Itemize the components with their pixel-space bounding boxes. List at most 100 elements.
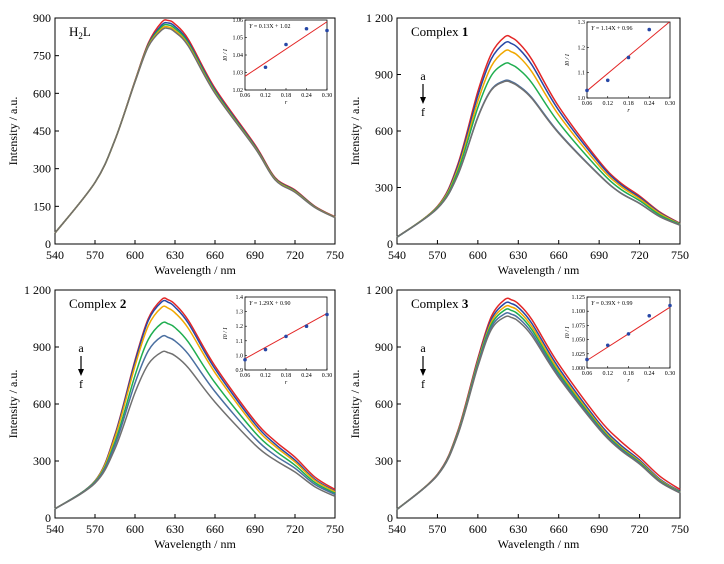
chart-panel-3: 540 570 600 630 660 690 720 750 0 300 600 900 1 200 W… [6,283,344,551]
inset-plot: 0.06 0.12 0.18 0.24 0.30 1.02 1.03 1.04 1.05 1.06… [223,18,332,106]
inset-y-tick-label: 1.2 [578,45,586,51]
inset-x-tick-label: 0.06 [240,373,251,379]
inset-y-tick-label: 1.1 [236,339,244,345]
inset-data-point [626,332,631,336]
arrow-head-icon [420,369,426,376]
inset-data-point [585,88,589,93]
inset-data-point [263,65,268,70]
inset-x-tick-label: 0.12 [603,101,614,107]
inset-data-point [325,312,329,317]
inset-x-tick-label: 0.30 [322,373,333,379]
inset-x-tick-label: 0.12 [260,373,271,379]
x-tick-label: 540 [388,248,406,262]
arrow-end-label: f [421,105,425,119]
x-tick-label: 630 [166,522,184,536]
chart-panel-2: 540 570 600 630 660 690 720 750 0 300 600 900 1 200 W… [348,11,689,277]
x-tick-label: 600 [126,522,144,536]
y-tick-label: 1 200 [24,283,51,297]
x-tick-label: 690 [590,522,608,536]
inset-y-label: I0 / I [223,48,229,62]
arrow-head-icon [78,369,84,376]
inset-y-tick-label: 1.05 [233,36,244,42]
inset-frame [586,21,671,99]
x-tick-label: 660 [206,522,224,536]
x-tick-label: 600 [126,248,144,262]
inset-data-point [647,313,652,318]
inset-y-tick-label: 1.0 [578,96,586,102]
inset-x-tick-label: 0.24 [644,101,655,107]
y-axis-label: Intensity / a.u. [6,97,20,166]
panel-label: Complex 1 [411,24,468,39]
x-tick-label: 600 [469,248,487,262]
y-tick-label: 600 [33,397,51,411]
inset-y-tick-label: 1.0 [236,353,244,359]
inset-plot: 0.06 0.12 0.18 0.24 0.30 1.000 1.025 1.050 1.075… [565,295,675,384]
inset-data-point [626,55,631,60]
x-tick-label: 540 [46,522,64,536]
x-tick-label: 630 [166,248,184,262]
x-tick-label: 720 [286,522,304,536]
inset-x-tick-label: 0.18 [281,93,292,99]
inset-x-tick-label: 0.12 [603,371,614,377]
inset-equation: Y = 1.29X + 0.90 [249,301,290,307]
series-line-3 [396,49,681,238]
inset-x-label: r [285,100,288,106]
inset-frame [244,296,328,371]
y-tick-label: 750 [33,49,51,63]
x-tick-label: 660 [550,248,568,262]
x-tick-label: 690 [590,248,608,262]
x-axis-label: Wavelength / nm [154,263,236,277]
inset-x-label: r [627,108,630,114]
inset-x-label: r [627,378,630,384]
inset-x-tick-label: 0.18 [281,373,292,379]
inset-data-point [585,357,589,362]
inset-y-tick-label: 0.9 [236,368,244,374]
x-tick-label: 750 [671,522,689,536]
inset-y-tick-label: 1.050 [572,338,586,344]
x-tick-label: 570 [86,248,104,262]
x-tick-label: 750 [326,248,344,262]
y-tick-label: 300 [375,454,393,468]
inset-data-point [243,357,247,362]
inset-y-tick-label: 1.04 [233,53,244,59]
inset-x-tick-label: 0.18 [623,371,634,377]
y-axis-label: Intensity / a.u. [6,370,20,439]
panel-label: Complex 2 [69,296,126,311]
arrow-end-label: f [421,377,425,391]
inset-fit-line [244,21,328,77]
inset-data-point [605,343,610,348]
inset-y-label: I0 / I [565,53,571,67]
y-tick-label: 300 [375,181,393,195]
series-line-5 [54,27,336,234]
x-tick-label: 540 [46,248,64,262]
y-tick-label: 1 200 [366,11,393,25]
inset-y-tick-label: 1.4 [236,295,244,301]
y-tick-label: 300 [33,162,51,176]
series-line-4 [396,62,681,238]
y-tick-label: 0 [45,511,51,525]
inset-y-tick-label: 1.075 [572,323,586,329]
x-tick-label: 570 [86,522,104,536]
y-tick-label: 300 [33,454,51,468]
x-tick-label: 750 [326,522,344,536]
y-tick-label: 900 [375,68,393,82]
y-tick-label: 900 [33,11,51,25]
arrow-start-label: a [78,341,84,355]
inset-y-tick-label: 1.000 [572,366,586,372]
inset-x-tick-label: 0.12 [260,93,271,99]
inset-data-point [304,26,309,31]
inset-equation: Y = 0.13X + 1.02 [249,24,290,30]
inset-x-label: r [285,380,288,386]
x-tick-label: 690 [246,248,264,262]
x-tick-label: 690 [246,522,264,536]
inset-x-tick-label: 0.18 [623,101,634,107]
series-line-5 [54,334,336,510]
series-line-6 [396,315,681,511]
inset-y-tick-label: 1.03 [233,71,244,77]
y-tick-label: 0 [45,237,51,251]
series-line-3 [54,305,336,510]
panel-label: Complex 3 [411,296,469,311]
x-tick-label: 750 [671,248,689,262]
y-tick-label: 600 [375,124,393,138]
inset-x-tick-label: 0.30 [322,93,333,99]
